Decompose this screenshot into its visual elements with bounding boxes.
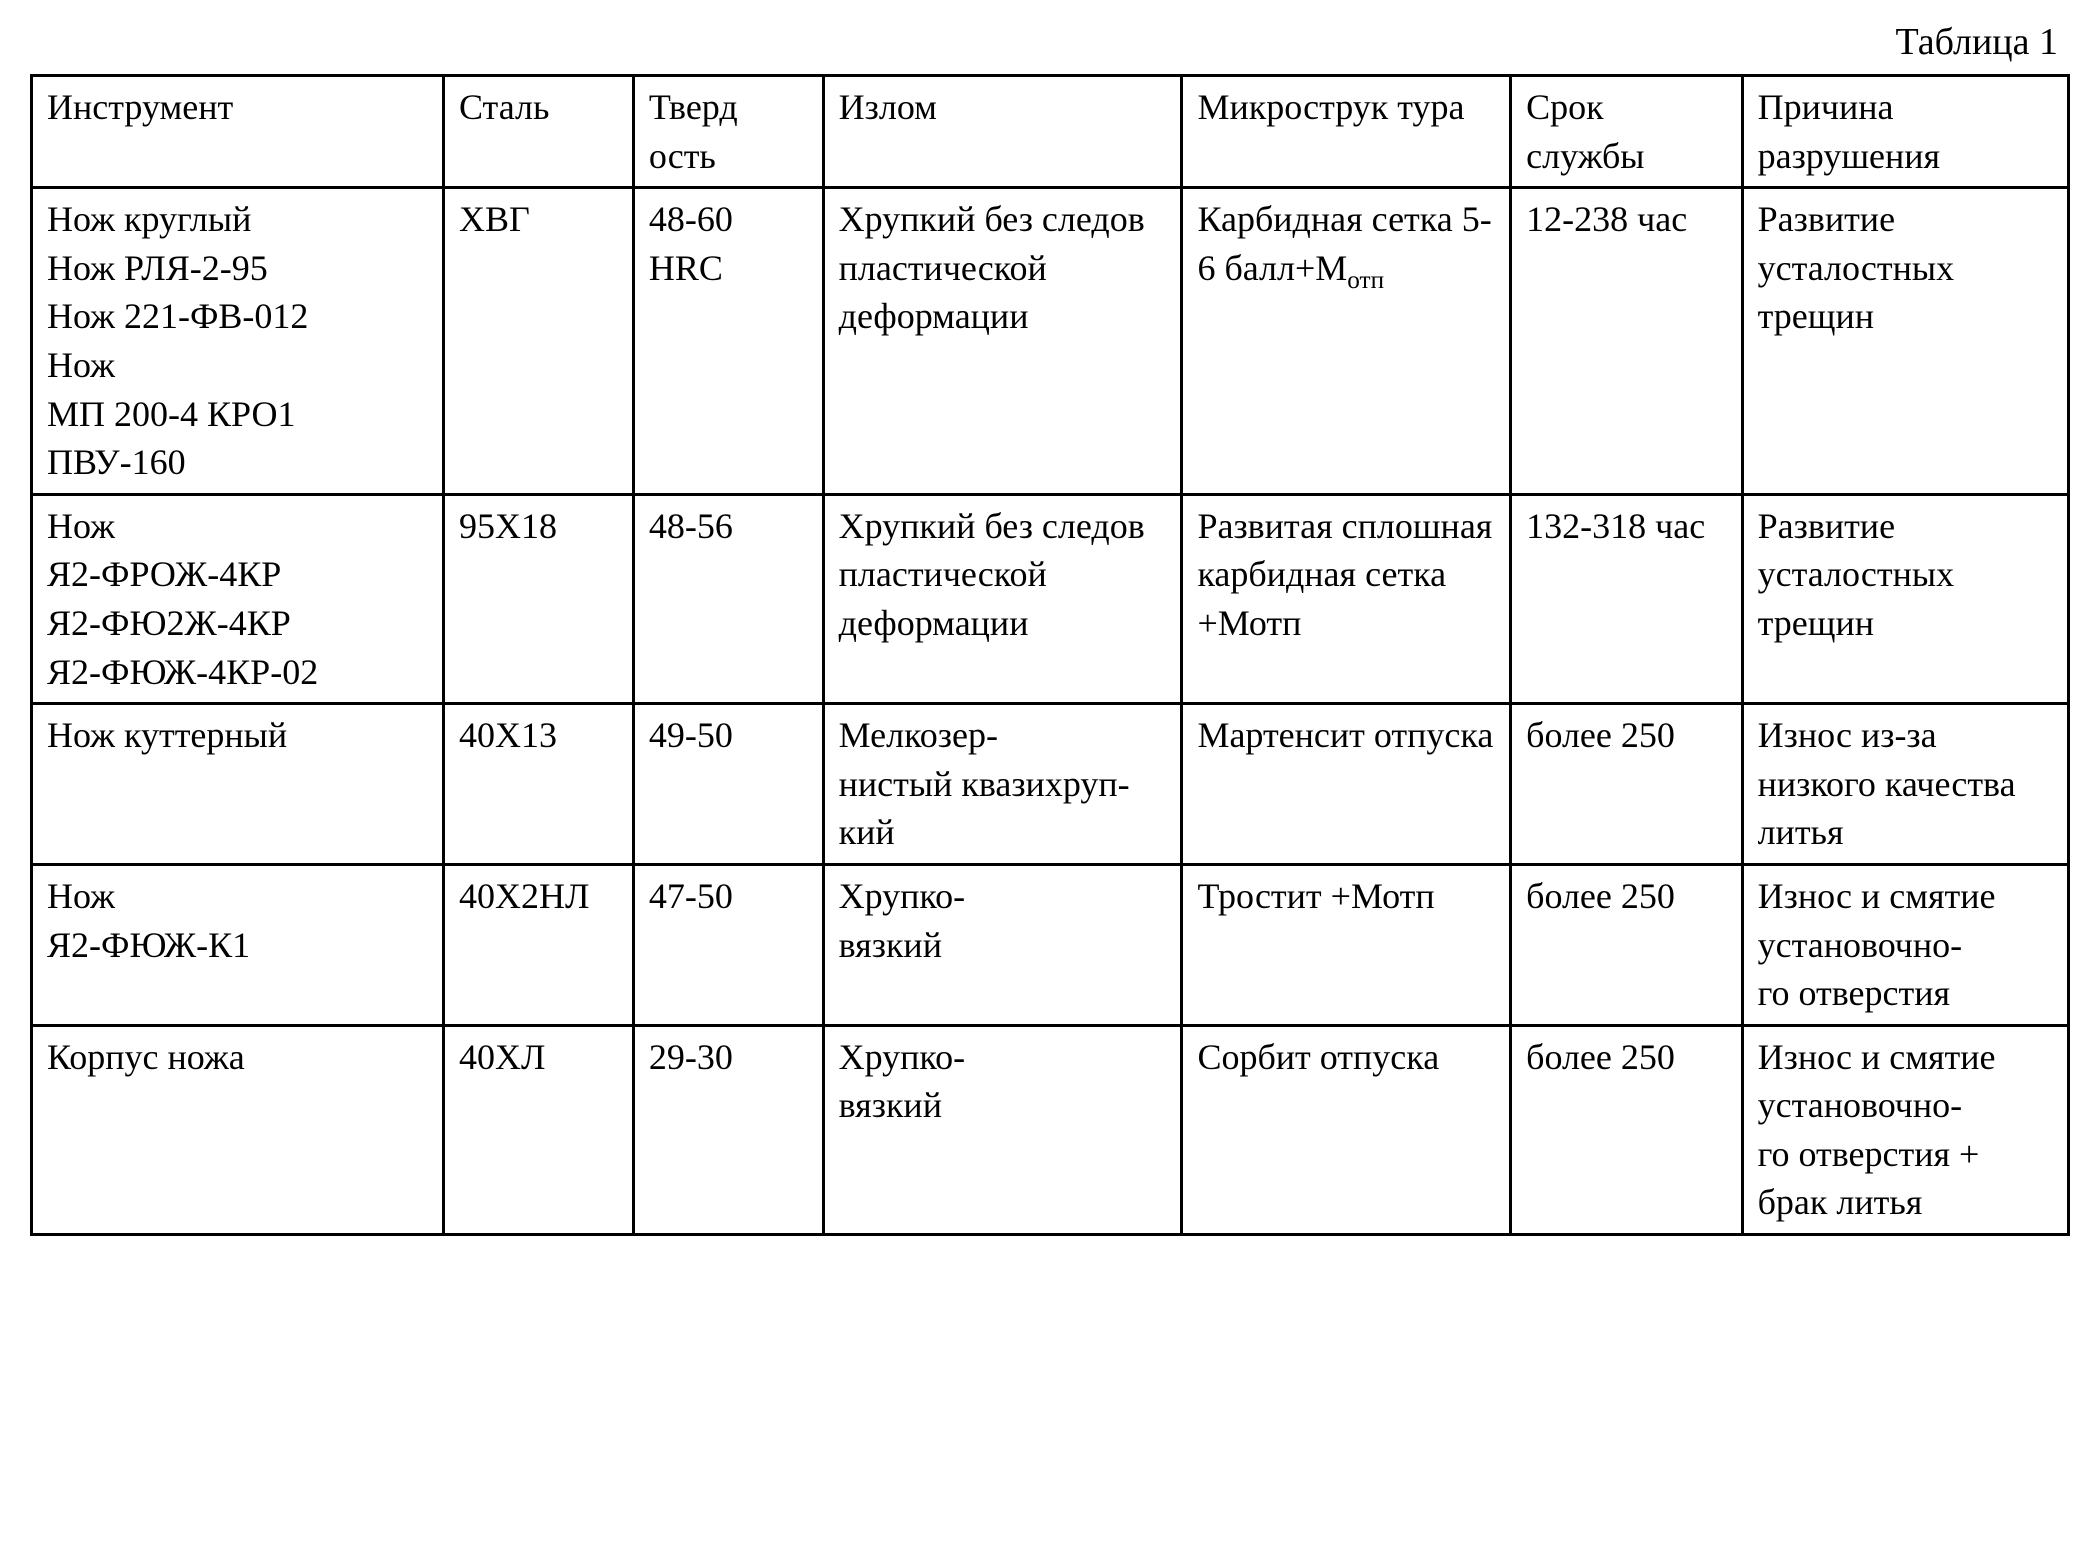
table-header-cell: Инструмент — [32, 76, 444, 188]
table-header-cell: Срок службы — [1511, 76, 1742, 188]
cell-microstructure: Развитая сплошная карбидная сетка +Мотп — [1182, 494, 1511, 703]
cell-hardness: 29-30 — [633, 1025, 823, 1234]
cell-hardness: 48-56 — [633, 494, 823, 703]
table-caption: Таблица 1 — [30, 20, 2058, 64]
table-row: Нож куттерный40Х1349-50Мелкозер-нистый к… — [32, 704, 2069, 865]
cell-hardness: 48-60 HRC — [633, 188, 823, 495]
cell-microstructure: Тростит +Мотп — [1182, 864, 1511, 1025]
cell-microstructure: Мартенсит отпуска — [1182, 704, 1511, 865]
table-header-cell: Излом — [823, 76, 1182, 188]
cell-fracture: Хрупкий без следов пластической деформац… — [823, 188, 1182, 495]
table-row: Корпус ножа40ХЛ29-30Хрупко-вязкийСорбит … — [32, 1025, 2069, 1234]
cell-fracture: Хрупкий без следов пластической деформац… — [823, 494, 1182, 703]
cell-instrument: НожЯ2-ФРОЖ-4КРЯ2-ФЮ2Ж-4КРЯ2-ФЮЖ-4КР-02 — [32, 494, 444, 703]
cell-service-life: 12-238 час — [1511, 188, 1742, 495]
cell-service-life: более 250 — [1511, 864, 1742, 1025]
cell-steel: 95Х18 — [444, 494, 634, 703]
cell-hardness: 49-50 — [633, 704, 823, 865]
cell-service-life: более 250 — [1511, 704, 1742, 865]
cell-failure-cause: Износ из-за низкого качества литья — [1742, 704, 2068, 865]
table-header-cell: Сталь — [444, 76, 634, 188]
cell-instrument: Корпус ножа — [32, 1025, 444, 1234]
data-table: ИнструментСтальТверд остьИзломМикрострук… — [30, 74, 2070, 1236]
cell-steel: 40Х2НЛ — [444, 864, 634, 1025]
cell-fracture: Хрупко-вязкий — [823, 864, 1182, 1025]
cell-microstructure: Сорбит отпуска — [1182, 1025, 1511, 1234]
table-row: Нож круглыйНож РЛЯ-2-95Нож 221-ФВ-012Нож… — [32, 188, 2069, 495]
table-row: НожЯ2-ФЮЖ-К140Х2НЛ47-50Хрупко-вязкийТрос… — [32, 864, 2069, 1025]
cell-fracture: Хрупко-вязкий — [823, 1025, 1182, 1234]
cell-fracture: Мелкозер-нистый квазихруп-кий — [823, 704, 1182, 865]
cell-hardness: 47-50 — [633, 864, 823, 1025]
cell-failure-cause: Развитие усталостных трещин — [1742, 188, 2068, 495]
cell-service-life: 132-318 час — [1511, 494, 1742, 703]
table-header-cell: Тверд ость — [633, 76, 823, 188]
table-row: НожЯ2-ФРОЖ-4КРЯ2-ФЮ2Ж-4КРЯ2-ФЮЖ-4КР-0295… — [32, 494, 2069, 703]
cell-instrument: НожЯ2-ФЮЖ-К1 — [32, 864, 444, 1025]
cell-steel: 40ХЛ — [444, 1025, 634, 1234]
cell-instrument: Нож круглыйНож РЛЯ-2-95Нож 221-ФВ-012Нож… — [32, 188, 444, 495]
cell-steel: ХВГ — [444, 188, 634, 495]
table-header-cell: Микрострук тура — [1182, 76, 1511, 188]
cell-microstructure: Карбидная сетка 5-6 балл+Мотп — [1182, 188, 1511, 495]
cell-failure-cause: Развитие усталостных трещин — [1742, 494, 2068, 703]
cell-steel: 40Х13 — [444, 704, 634, 865]
cell-instrument: Нож куттерный — [32, 704, 444, 865]
cell-failure-cause: Износ и смятие установочно-го отверстия — [1742, 864, 2068, 1025]
table-header-cell: Причина разрушения — [1742, 76, 2068, 188]
table-header-row: ИнструментСтальТверд остьИзломМикрострук… — [32, 76, 2069, 188]
cell-service-life: более 250 — [1511, 1025, 1742, 1234]
cell-failure-cause: Износ и смятие установочно-го отверстия … — [1742, 1025, 2068, 1234]
